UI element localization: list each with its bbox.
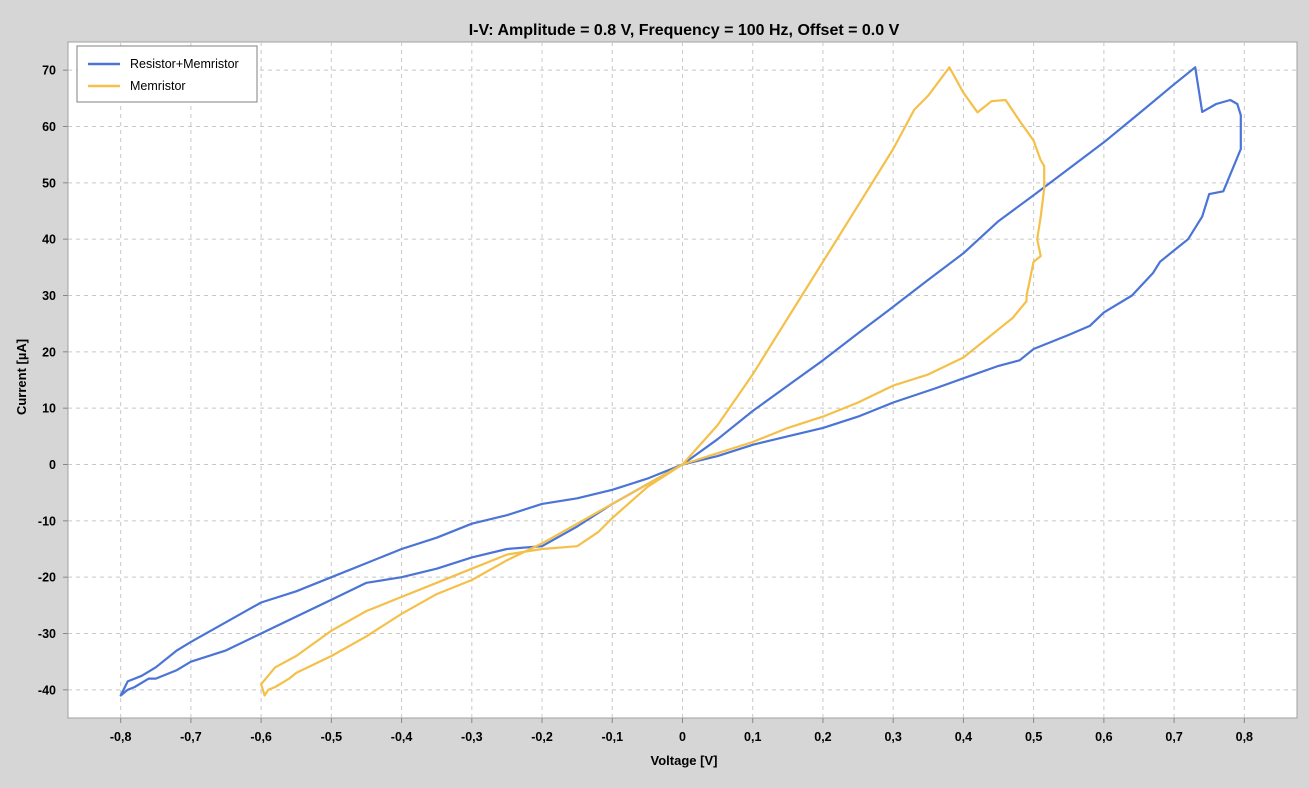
x-tick-label: -0,1 <box>601 730 623 744</box>
y-tick-label: -20 <box>38 571 56 585</box>
y-tick-label: -30 <box>38 627 56 641</box>
legend-box <box>76 45 258 103</box>
y-tick-label: -10 <box>38 514 56 528</box>
x-tick-label: -0,7 <box>180 730 202 744</box>
y-tick-label: 50 <box>42 176 56 190</box>
x-tick-label: -0,5 <box>321 730 343 744</box>
x-tick-label: 0,8 <box>1236 730 1253 744</box>
y-tick-label: 30 <box>42 289 56 303</box>
x-tick-label: 0,2 <box>814 730 831 744</box>
series-layer <box>119 66 1242 697</box>
x-tick-label: 0,3 <box>884 730 901 744</box>
y-tick-label: 60 <box>42 120 56 134</box>
x-tick-label: -0,4 <box>391 730 413 744</box>
y-tick-label: 70 <box>42 64 56 78</box>
y-tick-label: 10 <box>42 402 56 416</box>
x-tick-label: 0,5 <box>1025 730 1042 744</box>
x-tick-label: 0,6 <box>1095 730 1112 744</box>
y-tick-label: 0 <box>49 458 56 472</box>
series-line-resistor-memristor <box>119 66 1242 697</box>
x-tick-label: -0,6 <box>250 730 272 744</box>
grid <box>68 42 1297 718</box>
x-axis-label: Voltage [V] <box>651 753 718 768</box>
x-tick-label: 0 <box>679 730 686 744</box>
legend-label-resistor-memristor: Resistor+Memristor <box>130 57 239 71</box>
x-tick-label: -0,2 <box>531 730 553 744</box>
series-line-memristor <box>260 66 1046 697</box>
legend-label-memristor: Memristor <box>130 79 186 93</box>
y-tick-label: 20 <box>42 345 56 359</box>
x-tick-label: -0,3 <box>461 730 483 744</box>
y-tick-label: 40 <box>42 233 56 247</box>
x-tick-label: -0,8 <box>110 730 132 744</box>
x-tick-label: 0,4 <box>955 730 972 744</box>
y-axis-label: Current [µA] <box>14 339 29 415</box>
x-tick-label: 0,7 <box>1165 730 1182 744</box>
y-tick-label: -40 <box>38 683 56 697</box>
x-axis-ticks: -0,8 -0,7 -0,6 -0,5 -0,4 -0,3 -0,2 -0,1 0 0,1 0,2 0… <box>110 718 1253 744</box>
y-axis-ticks: -40 -30 -20 -10 0 10 20 30 40 50 60 70 <box>38 64 68 697</box>
legend: Resistor+Memristor Memristor <box>76 45 258 103</box>
x-tick-label: 0,1 <box>744 730 761 744</box>
chart-title: I-V: Amplitude = 0.8 V, Frequency = 100 … <box>469 22 900 39</box>
